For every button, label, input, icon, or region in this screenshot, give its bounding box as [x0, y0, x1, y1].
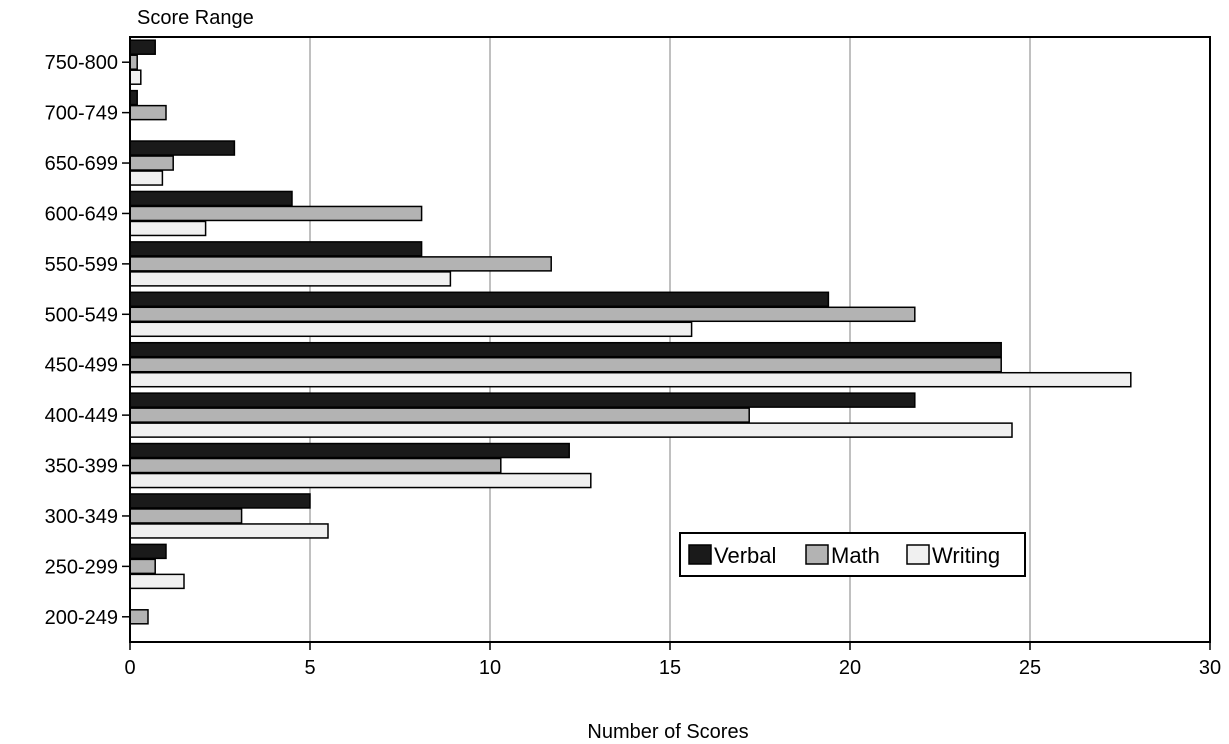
bar-math-600-649	[129, 205, 423, 222]
y-tick-label: 200-249	[45, 607, 118, 629]
x-axis-ticks: 0 5 10 15 20 25 30	[124, 642, 1221, 679]
bar-math-650-699	[129, 155, 174, 171]
x-tick-label: 15	[659, 657, 681, 679]
y-tick-label: 250-299	[45, 556, 118, 578]
bar-verbal-500-549	[129, 291, 830, 308]
y-tick-label: 500-549	[45, 304, 118, 326]
bar-verbal-650-699	[129, 140, 236, 156]
y-tick-label: 650-699	[45, 153, 118, 175]
x-tick-label: 5	[304, 657, 315, 679]
bar-math-300-349	[129, 508, 243, 524]
x-tick-label: 25	[1019, 657, 1041, 679]
bar-math-250-299	[129, 558, 156, 575]
legend-label-verbal: Verbal	[714, 543, 776, 568]
bar-math-550-599	[129, 256, 552, 272]
bar-verbal-300-349	[129, 493, 311, 509]
bar-verbal-350-399	[129, 442, 570, 459]
bar-verbal-450-499	[129, 341, 1002, 358]
y-axis-ticks: 750-800 700-749 650-699 600-649 550-599 500-5…	[45, 52, 130, 629]
bars	[129, 39, 1132, 625]
bar-verbal-700-749	[129, 89, 138, 106]
bar-math-200-249	[129, 609, 149, 625]
y-tick-label: 300-349	[45, 506, 118, 528]
y-tick-label: 700-749	[45, 103, 118, 125]
bar-math-350-399	[129, 457, 502, 474]
y-axis-title: Score Range	[137, 7, 254, 29]
bar-math-450-499	[129, 356, 1002, 373]
bar-verbal-250-299	[129, 543, 167, 560]
bar-math-400-449	[129, 407, 750, 423]
legend-label-writing: Writing	[932, 543, 1000, 568]
bar-writing-350-399	[129, 472, 592, 489]
legend-swatch-math	[805, 544, 829, 565]
gridlines	[309, 37, 1031, 642]
bar-writing-550-599	[129, 271, 452, 287]
y-tick-label: 750-800	[45, 52, 118, 74]
bar-writing-500-549	[129, 321, 693, 338]
legend-swatch-writing	[906, 544, 930, 565]
legend-box	[679, 532, 1026, 577]
y-tick-label: 400-449	[45, 405, 118, 427]
bar-verbal-750-800	[129, 39, 156, 55]
bar-verbal-600-649	[129, 190, 293, 207]
legend-label-math: Math	[831, 543, 880, 568]
y-tick-label: 600-649	[45, 203, 118, 225]
x-tick-label: 0	[124, 657, 135, 679]
bar-verbal-400-449	[129, 392, 916, 408]
bar-writing-400-449	[129, 422, 1013, 438]
y-tick-label: 350-399	[45, 456, 118, 478]
bar-math-700-749	[129, 104, 167, 121]
legend: Verbal Math Writing	[679, 532, 1026, 577]
x-axis-title: Number of Scores	[587, 721, 748, 743]
bar-writing-300-349	[129, 523, 329, 539]
bar-math-500-549	[129, 306, 916, 323]
bar-writing-750-800	[129, 69, 142, 85]
y-tick-label: 550-599	[45, 254, 118, 276]
legend-swatch-verbal	[688, 544, 712, 565]
bar-writing-600-649	[129, 220, 207, 237]
bar-writing-450-499	[129, 371, 1132, 388]
x-tick-label: 10	[479, 657, 501, 679]
bar-math-750-800	[129, 54, 138, 70]
bar-writing-650-699	[129, 170, 164, 186]
y-tick-label: 450-499	[45, 355, 118, 377]
x-tick-label: 20	[839, 657, 861, 679]
x-tick-label: 30	[1199, 657, 1221, 679]
bar-verbal-550-599	[129, 241, 423, 257]
bar-writing-250-299	[129, 573, 185, 590]
